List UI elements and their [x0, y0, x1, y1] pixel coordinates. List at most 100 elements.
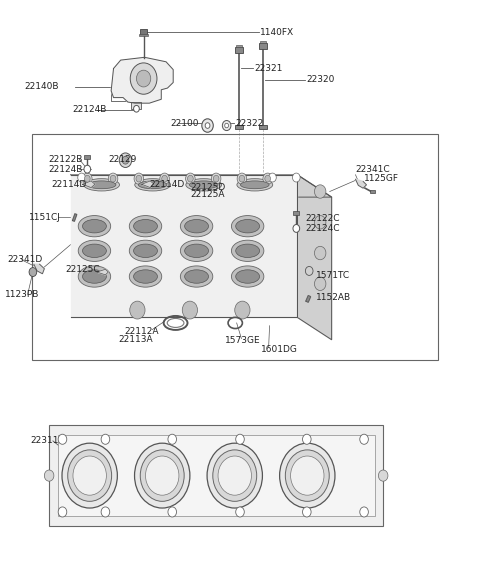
Circle shape — [68, 450, 112, 501]
Polygon shape — [97, 269, 108, 275]
Circle shape — [202, 119, 213, 132]
Bar — [131, 102, 141, 109]
Bar — [260, 41, 266, 43]
Text: 22129: 22129 — [109, 155, 137, 164]
Circle shape — [58, 507, 67, 517]
Circle shape — [237, 173, 247, 184]
Ellipse shape — [180, 216, 213, 237]
Text: 22125A: 22125A — [190, 191, 224, 200]
Circle shape — [314, 185, 326, 198]
Ellipse shape — [185, 220, 208, 233]
Ellipse shape — [78, 216, 111, 237]
Text: 1601DG: 1601DG — [261, 345, 298, 353]
Ellipse shape — [180, 240, 213, 261]
Circle shape — [110, 175, 116, 182]
Text: 22113A: 22113A — [118, 335, 153, 344]
Ellipse shape — [190, 181, 218, 189]
Circle shape — [236, 434, 244, 445]
Circle shape — [314, 216, 326, 229]
Text: 22124C: 22124C — [306, 224, 340, 233]
Ellipse shape — [78, 240, 111, 261]
Circle shape — [378, 470, 388, 481]
Polygon shape — [34, 264, 44, 274]
Text: 22322: 22322 — [235, 119, 264, 128]
Bar — [139, 34, 148, 36]
Text: 1571TC: 1571TC — [316, 271, 350, 280]
Circle shape — [211, 173, 221, 184]
Ellipse shape — [133, 220, 157, 233]
Circle shape — [140, 450, 184, 501]
Ellipse shape — [186, 179, 222, 191]
Ellipse shape — [236, 244, 260, 257]
Ellipse shape — [138, 181, 167, 189]
Text: 1125GF: 1125GF — [364, 174, 399, 183]
Circle shape — [263, 173, 273, 184]
Circle shape — [136, 175, 142, 182]
Circle shape — [83, 173, 92, 184]
Ellipse shape — [129, 240, 162, 261]
Polygon shape — [142, 181, 154, 188]
Circle shape — [265, 175, 271, 182]
Circle shape — [29, 268, 36, 277]
Circle shape — [222, 120, 231, 130]
Text: 22321: 22321 — [254, 64, 283, 73]
Circle shape — [162, 175, 168, 182]
Text: 22100: 22100 — [171, 119, 199, 128]
Text: 22341D: 22341D — [7, 255, 42, 264]
Ellipse shape — [84, 179, 120, 191]
Circle shape — [73, 456, 107, 495]
Ellipse shape — [133, 244, 157, 257]
Circle shape — [134, 443, 190, 508]
Text: 22140B: 22140B — [24, 83, 59, 92]
Text: 22311: 22311 — [30, 437, 59, 446]
Ellipse shape — [129, 216, 162, 237]
Ellipse shape — [237, 179, 273, 191]
Text: 22124B: 22124B — [48, 165, 83, 174]
Ellipse shape — [83, 220, 107, 233]
Circle shape — [186, 173, 195, 184]
Circle shape — [305, 266, 313, 275]
Circle shape — [101, 507, 110, 517]
Circle shape — [205, 123, 210, 128]
Circle shape — [44, 470, 54, 481]
Circle shape — [225, 123, 228, 128]
Circle shape — [133, 106, 139, 112]
Ellipse shape — [135, 179, 170, 191]
Circle shape — [314, 246, 326, 260]
Polygon shape — [72, 214, 77, 221]
Bar — [259, 43, 267, 49]
Ellipse shape — [133, 270, 157, 283]
Text: 22122C: 22122C — [306, 214, 340, 223]
Circle shape — [145, 456, 179, 495]
Circle shape — [188, 175, 193, 182]
Circle shape — [130, 301, 145, 319]
Ellipse shape — [129, 266, 162, 287]
Polygon shape — [356, 179, 366, 188]
Text: 1151CJ: 1151CJ — [29, 213, 61, 222]
Polygon shape — [297, 175, 332, 339]
Polygon shape — [71, 175, 332, 197]
Ellipse shape — [236, 220, 260, 233]
Circle shape — [293, 224, 300, 232]
Bar — [58, 436, 374, 516]
Circle shape — [108, 173, 118, 184]
Circle shape — [130, 63, 157, 94]
Circle shape — [122, 156, 129, 164]
Circle shape — [218, 456, 252, 495]
Ellipse shape — [240, 181, 269, 189]
Text: 1123PB: 1123PB — [5, 290, 39, 299]
Circle shape — [62, 443, 117, 508]
Circle shape — [360, 507, 368, 517]
Ellipse shape — [83, 270, 107, 283]
Circle shape — [280, 443, 335, 508]
Bar — [235, 47, 243, 53]
Text: 22320: 22320 — [307, 75, 335, 84]
Circle shape — [78, 173, 85, 182]
Bar — [49, 425, 383, 526]
Circle shape — [168, 507, 177, 517]
Bar — [370, 190, 375, 193]
Circle shape — [84, 165, 91, 173]
Bar — [236, 45, 242, 47]
Circle shape — [84, 175, 90, 182]
Circle shape — [136, 70, 151, 87]
